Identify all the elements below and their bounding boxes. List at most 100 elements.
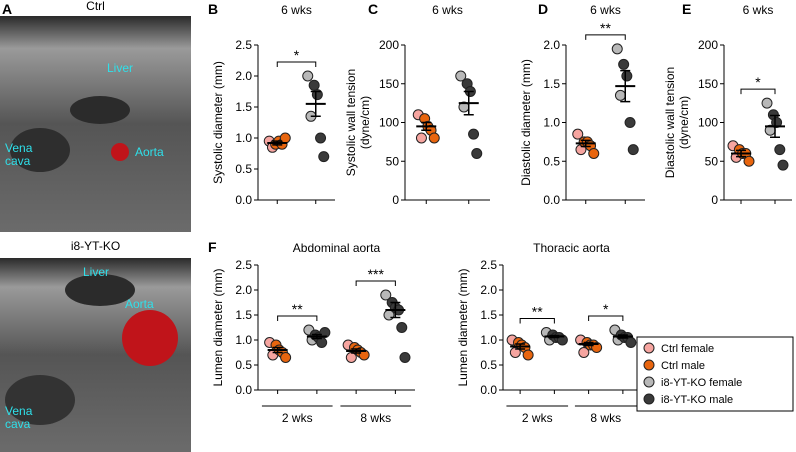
y-tick-label: 1.0 [235,131,252,145]
data-point [522,349,534,361]
significance-bracket [740,88,776,95]
y-tick-label: 0 [711,193,718,207]
y-tick-label: 50 [705,154,719,168]
image-label: Aorta [125,297,154,311]
y-tick-label: 1.0 [543,116,560,130]
x-group-label: 2 wks [522,411,553,425]
x-group-label: 8 wks [360,411,391,425]
data-point [774,144,786,156]
significance-label: ** [292,301,303,317]
legend-box [636,336,794,412]
y-tick-label: 1.5 [235,100,252,114]
error-bar [390,301,401,319]
data-point [468,128,480,140]
y-tick-label: 0.0 [235,193,252,207]
y-tick-label: 0.5 [235,162,252,176]
error-bar [515,343,526,350]
data-point [621,70,633,82]
x-group-label: 8 wks [590,411,621,425]
error-bar [580,139,591,148]
error-bar [351,348,362,354]
x-group-label: 2 wks [282,411,313,425]
data-point [380,289,392,301]
panel-letter: E [682,1,691,17]
y-tick-label: 1.0 [480,333,497,347]
legend-label: i8-YT-KO female [661,377,742,389]
significance-label: * [755,74,761,90]
data-point [743,155,755,167]
panel-letter: F [208,239,217,255]
aorta-marker [122,310,178,366]
y-tick-label: 150 [698,77,718,91]
significance-label: * [294,47,300,63]
significance-bracket [277,315,318,321]
y-axis-label: (dyne/cm) [358,96,372,149]
y-tick-label: 1.5 [543,77,560,91]
significance-bracket [276,61,317,67]
y-tick-label: 150 [379,77,399,91]
error-bar [421,121,432,131]
error-bar [311,333,322,340]
aorta-marker [111,143,129,161]
data-point [471,148,483,159]
error-bar [272,346,283,354]
chart-title: 6 wks [432,3,463,17]
error-bar [736,149,746,158]
chart-title: Thoracic aorta [533,241,610,255]
image-label: Vena cava [5,404,33,431]
data-point [315,132,327,144]
panel-letter: C [368,1,378,17]
panel-letter: D [538,1,548,17]
y-axis-label: (dyne/cm) [677,96,691,149]
significance-bracket [519,318,555,324]
y-tick-label: 2.0 [235,69,252,83]
y-tick-label: 1.5 [235,308,252,322]
y-tick-label: 0 [392,193,399,207]
y-tick-label: 50 [386,154,400,168]
significance-bracket [585,34,626,40]
error-bar [310,90,321,118]
y-axis-label: Systolic wall tension [344,69,358,176]
data-point [761,97,773,109]
vessel-shadow [70,96,130,124]
legend-marker [643,376,655,388]
error-bar [272,140,283,146]
legend-marker [643,359,655,371]
y-tick-label: 1.5 [480,308,497,322]
y-axis-label: Systolic diameter (mm) [211,61,225,184]
legend-marker [643,342,655,354]
chart-title: 6 wks [590,3,621,17]
y-axis-label: Lumen diameter (mm) [456,268,470,386]
y-tick-label: 100 [379,116,399,130]
data-point [308,79,320,91]
y-tick-label: 0.5 [543,154,560,168]
significance-label: * [603,301,609,317]
legend-marker [643,393,655,405]
significance-label: *** [368,266,385,282]
vessel-shadow [10,128,70,172]
data-point [771,117,783,128]
data-point [625,337,637,348]
y-tick-label: 200 [698,38,718,52]
image-label: Liver [107,61,134,75]
image-title: i8-YT-KO [70,239,121,253]
significance-label: ** [532,304,543,320]
ultrasound-image [0,16,191,232]
y-tick-label: 0.5 [480,358,497,372]
y-tick-label: 2.5 [235,258,252,272]
error-bar [620,69,631,103]
y-tick-label: 0.5 [235,358,252,372]
data-point [415,132,427,144]
data-point [588,148,600,159]
data-point [396,322,408,333]
data-point [627,144,639,156]
data-point [618,58,630,70]
data-point [318,151,330,163]
legend-label: Ctrl male [661,360,705,372]
data-point [572,128,584,140]
y-tick-label: 0.0 [235,383,252,397]
legend-label: i8-YT-KO male [661,394,733,406]
y-tick-label: 1.0 [235,333,252,347]
chart-title: Abdominal aorta [293,241,381,255]
data-point [624,117,636,128]
